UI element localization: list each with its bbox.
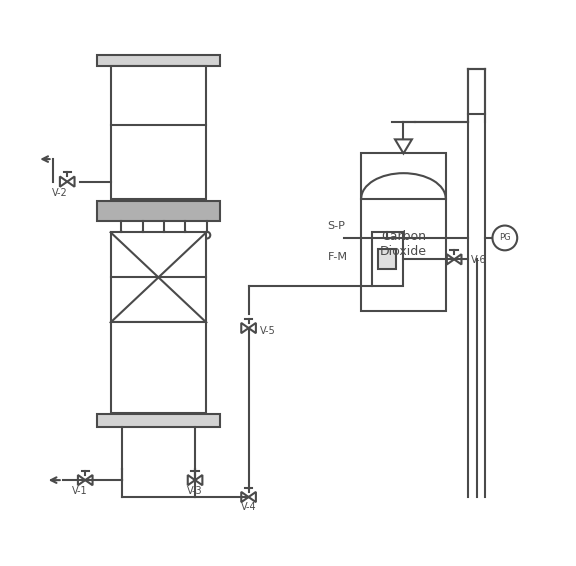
Polygon shape [395, 139, 412, 153]
Polygon shape [241, 323, 249, 333]
Text: V-5: V-5 [260, 325, 275, 336]
Circle shape [182, 231, 189, 238]
Polygon shape [241, 492, 249, 502]
Circle shape [161, 231, 168, 238]
FancyBboxPatch shape [97, 414, 221, 427]
Polygon shape [249, 323, 256, 333]
FancyBboxPatch shape [97, 55, 221, 66]
Circle shape [492, 226, 517, 250]
Text: F-M: F-M [327, 252, 347, 263]
Circle shape [203, 231, 210, 238]
Text: S-P: S-P [327, 221, 345, 231]
Circle shape [118, 231, 124, 238]
FancyBboxPatch shape [111, 232, 206, 323]
Circle shape [139, 231, 146, 238]
FancyBboxPatch shape [378, 249, 396, 269]
Text: V-6: V-6 [471, 255, 487, 265]
FancyBboxPatch shape [373, 232, 403, 286]
Text: PG: PG [499, 233, 511, 242]
Polygon shape [454, 254, 461, 264]
FancyBboxPatch shape [361, 153, 446, 311]
Polygon shape [60, 177, 67, 187]
Text: V-3: V-3 [187, 486, 203, 496]
Polygon shape [188, 475, 195, 485]
Polygon shape [249, 492, 256, 502]
FancyBboxPatch shape [111, 66, 206, 199]
FancyBboxPatch shape [97, 201, 221, 221]
Text: V-4: V-4 [241, 502, 256, 512]
Text: Carbon
Dioxide: Carbon Dioxide [380, 230, 427, 258]
Text: V-1: V-1 [72, 486, 88, 496]
Polygon shape [195, 475, 202, 485]
FancyBboxPatch shape [111, 323, 206, 413]
Polygon shape [78, 475, 85, 485]
Polygon shape [85, 475, 93, 485]
Polygon shape [67, 177, 74, 187]
Polygon shape [447, 254, 454, 264]
Text: V-2: V-2 [52, 188, 68, 198]
